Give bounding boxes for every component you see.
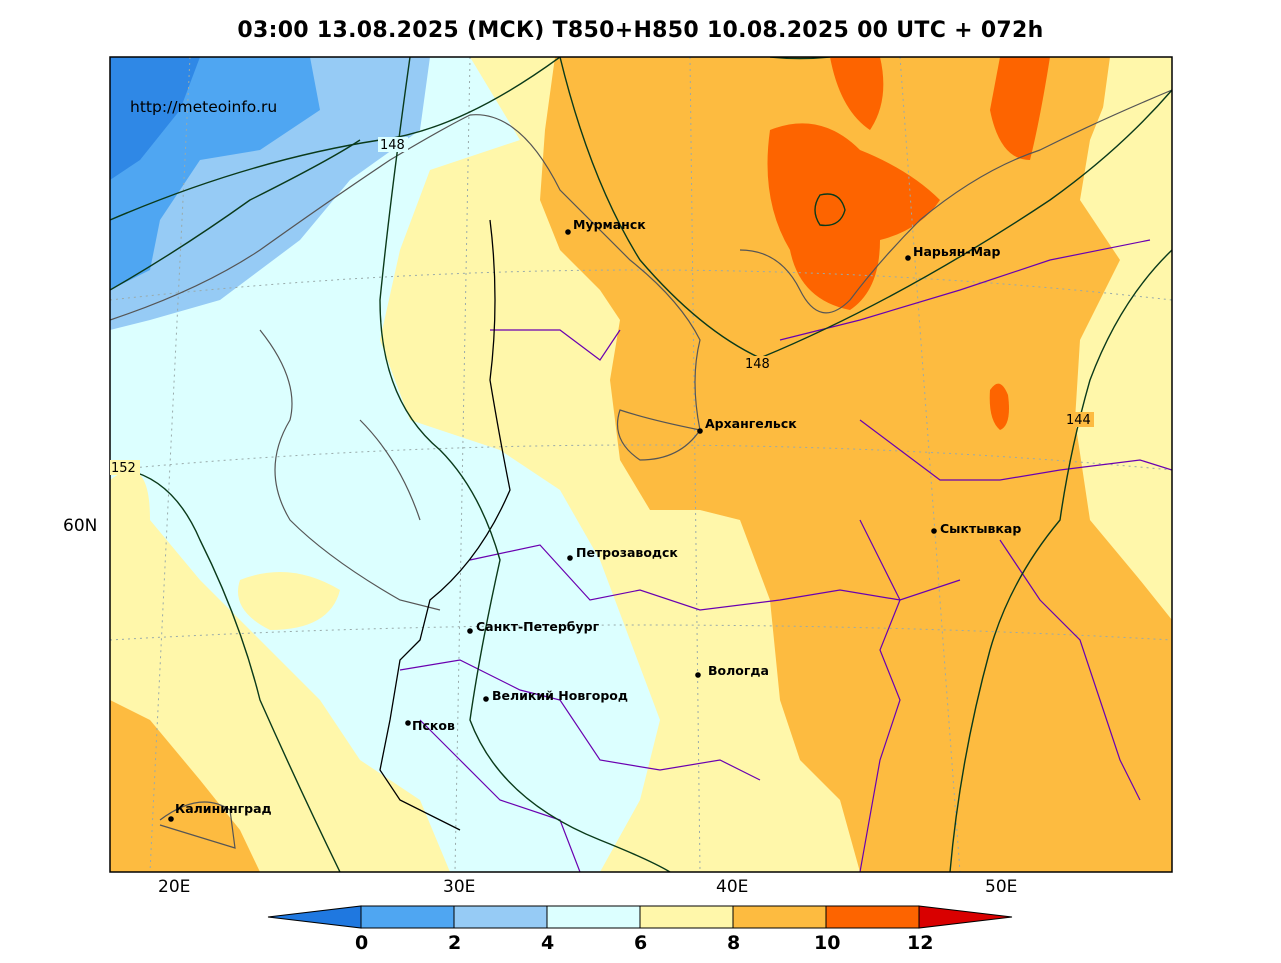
graticule xyxy=(110,57,1172,872)
city-label: Санкт-Петербург xyxy=(476,619,600,634)
colorbar-cell xyxy=(639,905,734,929)
city-label: Великий Новгород xyxy=(492,688,628,703)
colorbar-low-arrow xyxy=(267,905,362,929)
colorbar-label: 10 xyxy=(814,932,840,954)
city-label: Сыктывкар xyxy=(940,521,1021,536)
colorbar-cell xyxy=(546,905,641,929)
colorbar-label: 2 xyxy=(448,932,461,954)
band-10-12-b xyxy=(830,57,884,130)
lon-tick: 40E xyxy=(716,877,748,897)
band-10-12-a xyxy=(767,123,940,310)
map-title: 03:00 13.08.2025 (МСК) T850+H850 10.08.2… xyxy=(237,18,1044,43)
height-contours xyxy=(110,57,1172,872)
lon-tick: 50E xyxy=(985,877,1017,897)
watermark-url: http://meteoinfo.ru xyxy=(130,98,277,116)
colorbar-cell xyxy=(732,905,827,929)
city-label: Петрозаводск xyxy=(576,545,678,560)
city-label: Калининград xyxy=(175,801,272,816)
colorbar-cell xyxy=(360,905,455,929)
admin-borders xyxy=(399,239,1172,872)
contour-label: 148 xyxy=(380,138,405,153)
colorbar-high-arrow xyxy=(918,905,1013,929)
city-label: Архангельск xyxy=(705,416,797,431)
band-8-10 xyxy=(540,57,1172,872)
colorbar-label: 4 xyxy=(541,932,554,954)
contour-label: 152 xyxy=(111,461,136,476)
coastlines xyxy=(110,89,1172,849)
colorbar-cell xyxy=(453,905,548,929)
colorbar-cell xyxy=(825,905,920,929)
contour-label: 148 xyxy=(745,357,770,372)
band-10-12-d xyxy=(989,383,1009,430)
country-border xyxy=(379,219,511,831)
city-label: Вологда xyxy=(708,663,769,678)
colorbar-label: 0 xyxy=(355,932,368,954)
colorbar-label: 8 xyxy=(727,932,740,954)
contour-labels: 148 148 144 152 xyxy=(110,137,1094,476)
colorbar-label: 12 xyxy=(907,932,933,954)
lon-tick: 30E xyxy=(443,877,475,897)
lon-tick: 20E xyxy=(158,877,190,897)
temperature-field xyxy=(110,57,1172,872)
band-10-12-c xyxy=(990,57,1050,160)
lat-tick: 60N xyxy=(63,516,97,536)
contour-label: 144 xyxy=(1066,413,1091,428)
city-label: Мурманск xyxy=(573,217,646,232)
colorbar-label: 6 xyxy=(634,932,647,954)
city-label: Псков xyxy=(412,718,455,733)
axis-labels: 20E 30E 40E 50E 60N xyxy=(63,516,1017,897)
city-label: Нарьян-Мар xyxy=(913,244,1000,259)
colorbar: 0 2 4 6 8 10 12 xyxy=(267,905,1013,954)
city-markers: Мурманск Нарьян-Мар Архангельск Сыктывка… xyxy=(168,217,1021,822)
